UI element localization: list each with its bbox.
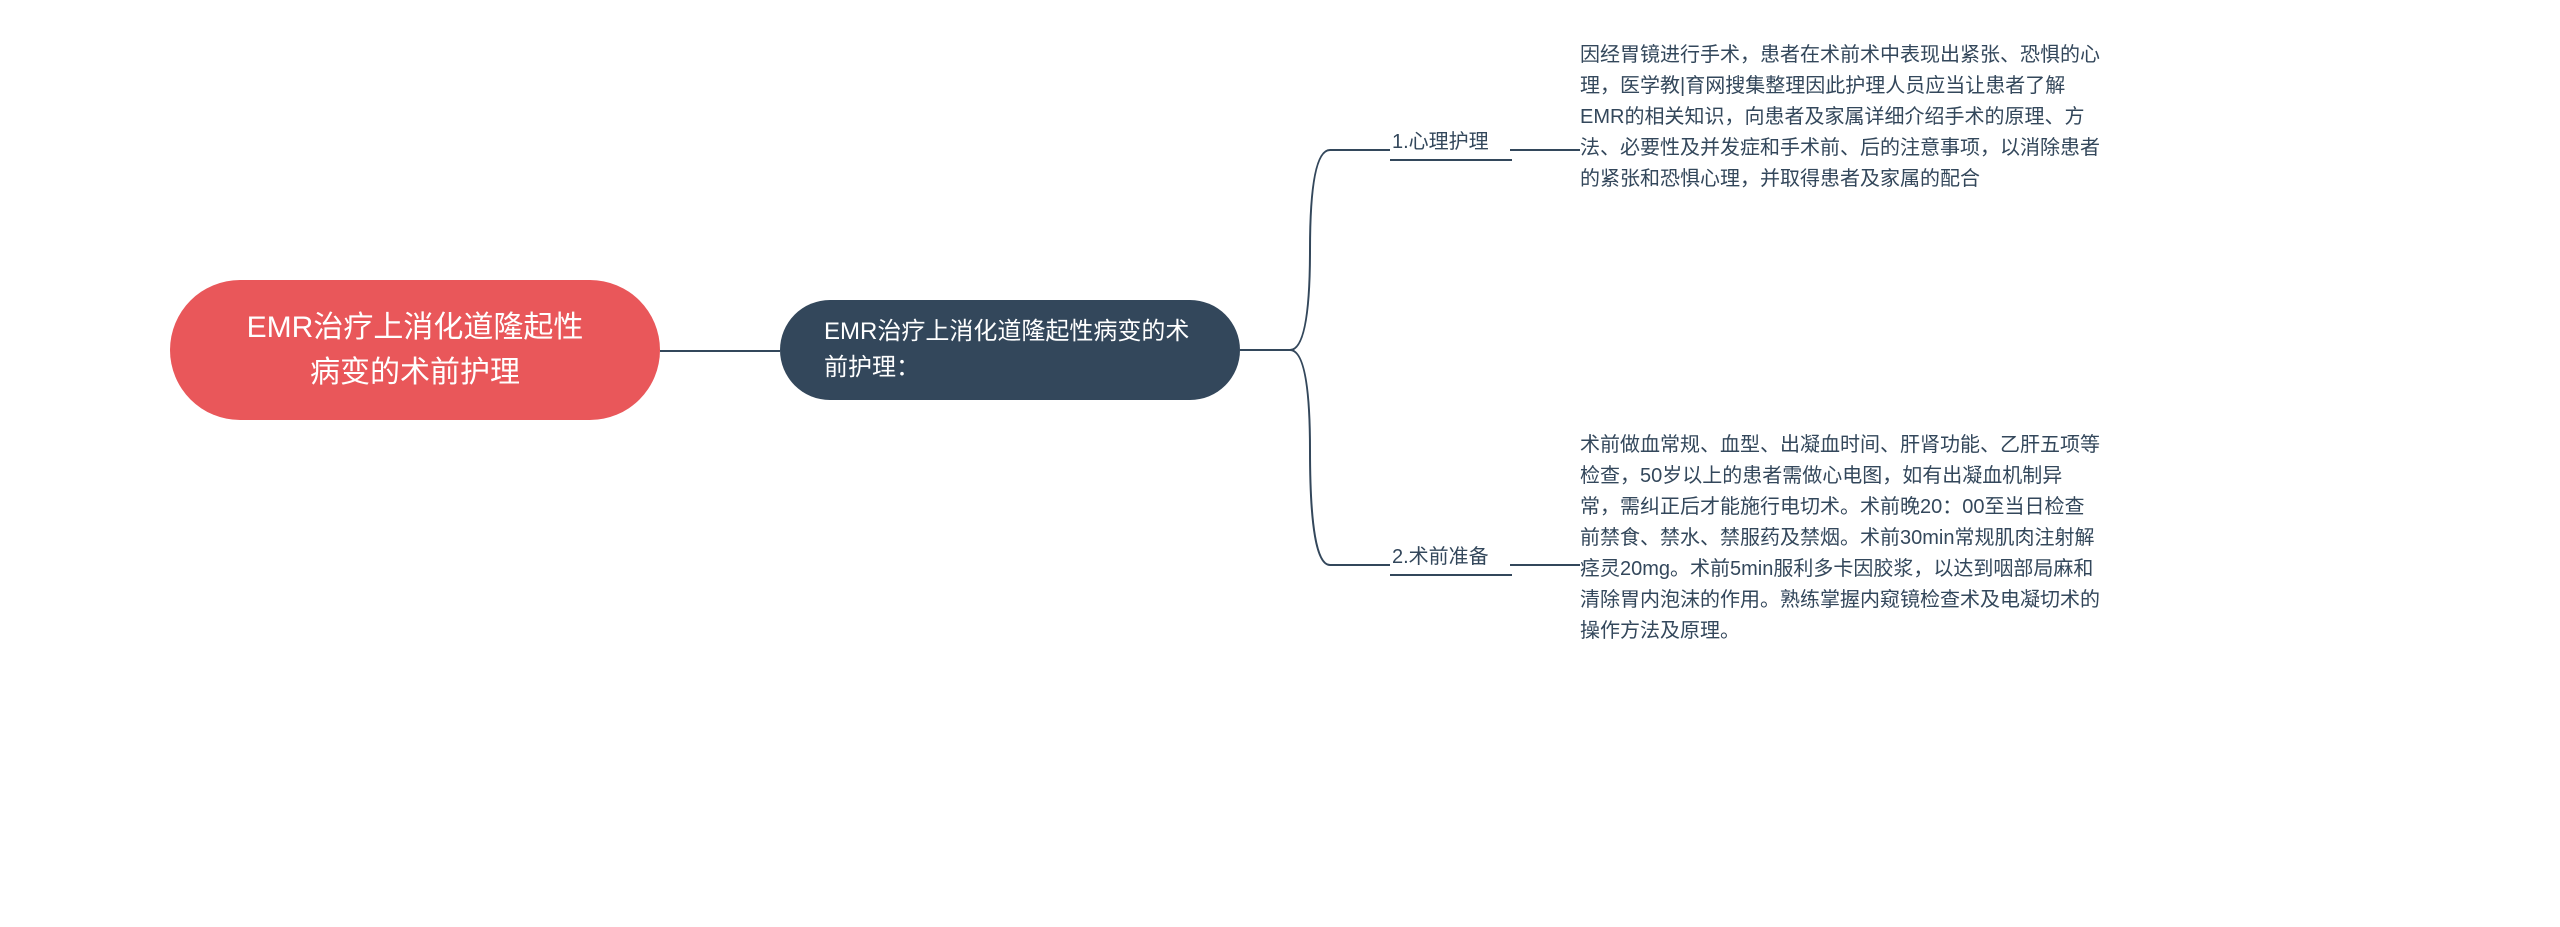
root-title: EMR治疗上消化道隆起性 病变的术前护理	[247, 305, 584, 395]
underline-branch2	[1390, 574, 1512, 576]
branch-label-2: 2.术前准备	[1392, 543, 1512, 571]
branch-2-text: 2.术前准备	[1392, 543, 1489, 571]
leaf-text-1: 因经胃镜进行手术，患者在术前术中表现出紧张、恐惧的心理，医学教|育网搜集整理因此…	[1580, 40, 2100, 195]
underline-branch1	[1390, 159, 1512, 161]
mindmap-container: EMR治疗上消化道隆起性 病变的术前护理 EMR治疗上消化道隆起性病变的术 前护…	[0, 0, 2560, 927]
leaf-2-content: 术前做血常规、血型、出凝血时间、肝肾功能、乙肝五项等检查，50岁以上的患者需做心…	[1580, 430, 2100, 647]
leaf-text-2: 术前做血常规、血型、出凝血时间、肝肾功能、乙肝五项等检查，50岁以上的患者需做心…	[1580, 430, 2100, 647]
connector-root-sub	[660, 350, 780, 352]
branch-label-1: 1.心理护理	[1392, 128, 1512, 156]
sub-node: EMR治疗上消化道隆起性病变的术 前护理：	[780, 300, 1240, 400]
connector-sub-branches	[1240, 130, 1400, 575]
connector-branch1-leaf	[1510, 149, 1580, 151]
branch-1-text: 1.心理护理	[1392, 128, 1489, 156]
connector-branch2-leaf	[1510, 564, 1580, 566]
leaf-1-content: 因经胃镜进行手术，患者在术前术中表现出紧张、恐惧的心理，医学教|育网搜集整理因此…	[1580, 40, 2100, 195]
root-node: EMR治疗上消化道隆起性 病变的术前护理	[170, 280, 660, 420]
sub-title: EMR治疗上消化道隆起性病变的术 前护理：	[824, 314, 1189, 386]
